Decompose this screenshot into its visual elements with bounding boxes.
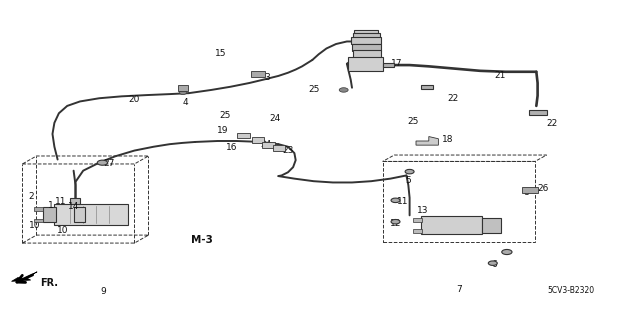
Circle shape: [391, 219, 400, 224]
Text: 14: 14: [68, 202, 79, 211]
Bar: [252, 137, 264, 143]
Bar: [421, 85, 433, 89]
Text: 25: 25: [407, 117, 419, 126]
Bar: [262, 142, 275, 148]
Bar: [522, 187, 538, 193]
Bar: [251, 71, 265, 77]
Text: 22: 22: [447, 94, 459, 103]
Text: 9: 9: [101, 287, 106, 296]
Bar: [353, 33, 380, 38]
Text: 25: 25: [308, 85, 319, 94]
Text: 25: 25: [220, 111, 231, 120]
Polygon shape: [416, 137, 438, 145]
Text: M-3: M-3: [191, 235, 212, 245]
Text: 27: 27: [103, 159, 115, 168]
Text: 22: 22: [546, 119, 557, 128]
Text: 24: 24: [269, 114, 281, 123]
Text: 21: 21: [495, 71, 506, 80]
Bar: [70, 198, 80, 204]
Text: 2: 2: [28, 192, 33, 201]
Bar: [529, 110, 547, 115]
Text: 10: 10: [57, 226, 68, 235]
Circle shape: [488, 261, 497, 265]
Bar: [178, 85, 188, 91]
Bar: [348, 57, 383, 71]
Text: 11: 11: [397, 197, 409, 206]
Text: 26: 26: [537, 184, 548, 193]
Circle shape: [179, 91, 187, 94]
Text: FR.: FR.: [40, 278, 58, 288]
Bar: [383, 161, 535, 242]
Bar: [74, 207, 85, 222]
Text: 6: 6: [492, 260, 497, 269]
Text: 7: 7: [457, 285, 462, 294]
Bar: [413, 229, 422, 233]
Circle shape: [97, 160, 108, 165]
Bar: [413, 218, 422, 222]
Bar: [273, 145, 285, 151]
Circle shape: [339, 88, 348, 92]
Text: 4: 4: [183, 98, 188, 107]
Text: 3: 3: [265, 73, 270, 82]
Bar: [383, 63, 394, 67]
Circle shape: [405, 169, 414, 174]
Bar: [43, 207, 56, 222]
Text: 11: 11: [55, 197, 67, 206]
Bar: [237, 133, 250, 138]
Text: 5CV3-B2320: 5CV3-B2320: [547, 286, 595, 295]
Circle shape: [391, 198, 400, 203]
Text: 18: 18: [442, 135, 454, 144]
Text: 8: 8: [524, 188, 529, 197]
Text: 5: 5: [406, 176, 411, 185]
Bar: [482, 218, 501, 233]
Text: 15: 15: [215, 49, 227, 58]
Circle shape: [502, 249, 512, 255]
Bar: [34, 219, 43, 222]
Text: 12: 12: [390, 219, 401, 228]
Bar: [54, 204, 128, 225]
Bar: [351, 37, 381, 44]
Bar: [353, 50, 381, 58]
Text: 23: 23: [282, 146, 294, 155]
Text: 10: 10: [29, 221, 41, 230]
Text: 13: 13: [417, 206, 428, 215]
Text: 16: 16: [226, 143, 237, 152]
Bar: [34, 207, 43, 211]
Text: 1: 1: [49, 201, 54, 210]
Text: 24: 24: [260, 140, 271, 149]
Text: 20: 20: [129, 95, 140, 104]
Bar: [354, 30, 378, 33]
Bar: [421, 216, 482, 234]
Polygon shape: [12, 272, 37, 281]
Text: 17: 17: [391, 59, 403, 68]
Bar: [352, 44, 381, 51]
Text: 19: 19: [217, 126, 228, 135]
